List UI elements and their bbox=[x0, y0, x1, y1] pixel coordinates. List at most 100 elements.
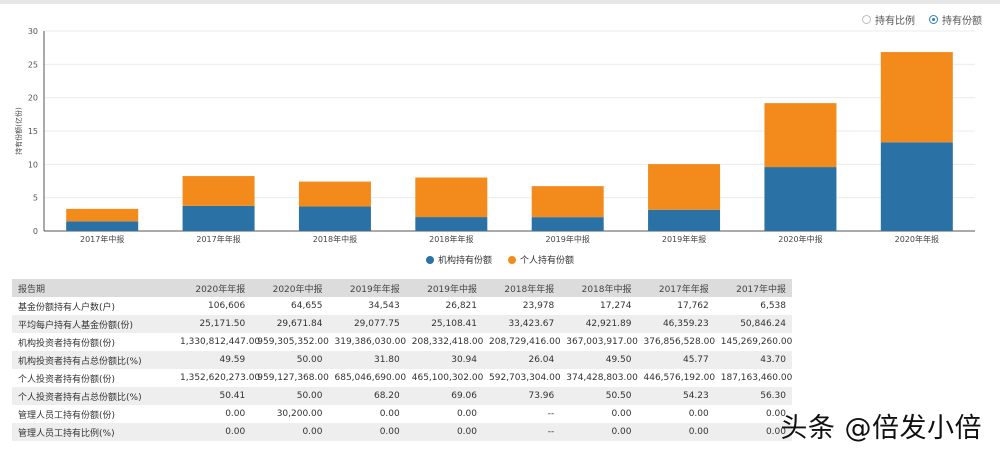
radio-holding-ratio[interactable]: 持有比例 bbox=[862, 12, 915, 27]
holder-structure-table: 报告期 2020年年报 2020年中报 2019年年报 2019年中报 2018年年报 20… bbox=[12, 279, 792, 441]
value-cell: 2019年年报 bbox=[328, 279, 406, 297]
top-border bbox=[0, 0, 1000, 4]
table-row: 管理人员工持有比例(%) 0.00 0.00 0.00 0.00 -- 0.00 0.00 0.… bbox=[12, 423, 792, 441]
value-cell: 0.00 bbox=[456, 409, 477, 419]
value-cell: 2018年中报 bbox=[560, 279, 638, 297]
value-cell: 42,921.89 bbox=[560, 315, 638, 333]
table-row: 管理人员工持有份额(份) 0.00 30,200.00 0.00 0.00 -- 0.00 0… bbox=[12, 405, 792, 423]
watermark: 头条 @倍发小倍 bbox=[780, 413, 982, 444]
bar-individual bbox=[880, 52, 953, 143]
holder-structure-table-wrap: 报告期 2020年年报 2020年中报 2019年年报 2019年中报 2018年年报 20… bbox=[12, 279, 792, 441]
value-cell: 29,077.75 bbox=[328, 315, 406, 333]
value-cell: 319,386,030.00 bbox=[334, 337, 407, 347]
legend-item-individual[interactable]: 个人持有份额 bbox=[508, 253, 574, 266]
row-label-cell: 机构投资者持有占总份额比(%) bbox=[12, 351, 174, 369]
value-cell: 17,762 bbox=[677, 301, 709, 311]
bar-institutional bbox=[531, 217, 604, 231]
value-cell: 0.00 bbox=[174, 423, 252, 441]
legend-dot-icon bbox=[425, 255, 434, 264]
bar-individual bbox=[764, 103, 837, 168]
y-tick-label: 15 bbox=[28, 127, 38, 136]
x-tick-label: 2020年年报 bbox=[895, 234, 939, 244]
value-cell: 25,171.50 bbox=[174, 315, 252, 333]
bar-individual bbox=[182, 176, 255, 206]
value-cell: 33,423.67 bbox=[483, 315, 561, 333]
value-cell: 0.00 bbox=[379, 409, 400, 419]
row-label-cell: 基金份额持有人户数(户) bbox=[18, 302, 116, 313]
value-cell: 6,538 bbox=[760, 301, 786, 311]
x-tick-label: 2019年中报 bbox=[546, 234, 590, 244]
value-cell: 50,846.24 bbox=[714, 315, 792, 333]
legend-label: 个人持有份额 bbox=[520, 256, 575, 266]
x-tick-label: 2020年中报 bbox=[778, 234, 822, 244]
row-label-cell: 管理人员工持有份额(份) bbox=[18, 410, 116, 421]
y-axis-label: 持有份额(亿份) bbox=[14, 107, 23, 155]
table-row: 机构投资者持有占总份额比(%) 49.59 50.00 31.80 30.94 26.04… bbox=[12, 351, 792, 369]
display-mode-toggle: 持有比例 持有份额 bbox=[862, 12, 982, 27]
value-cell: 2017年年报 bbox=[637, 279, 715, 297]
bar-institutional bbox=[764, 167, 837, 231]
value-cell: 0.00 bbox=[328, 423, 406, 441]
row-label-cell: 报告期 bbox=[12, 279, 174, 297]
value-cell: 46,359.23 bbox=[637, 315, 715, 333]
value-cell: 50.00 bbox=[251, 351, 329, 369]
y-tick-label: 25 bbox=[28, 60, 38, 69]
value-cell: 2020年中报 bbox=[251, 279, 329, 297]
value-cell: 208,729,416.00 bbox=[489, 337, 561, 347]
chart-legend: 机构持有份额 个人持有份额 bbox=[0, 253, 1000, 266]
value-cell: 376,856,528.00 bbox=[643, 337, 716, 347]
bar-individual bbox=[66, 208, 139, 222]
value-cell: 187,163,460.00 bbox=[720, 373, 793, 383]
value-cell: 959,127,368.00 bbox=[257, 373, 329, 383]
value-cell: 1,352,620,273.00 bbox=[180, 373, 261, 383]
bar-individual bbox=[648, 164, 721, 210]
radio-label: 持有份额 bbox=[942, 16, 982, 27]
value-cell: -- bbox=[547, 409, 555, 419]
value-cell: -- bbox=[483, 423, 561, 441]
value-cell: 685,046,690.00 bbox=[334, 373, 407, 383]
value-cell: 73.96 bbox=[483, 387, 561, 405]
radio-holding-shares[interactable]: 持有份额 bbox=[929, 12, 982, 27]
legend-item-institutional[interactable]: 机构持有份额 bbox=[425, 253, 492, 266]
value-cell: 446,576,192.00 bbox=[643, 373, 716, 383]
table-row: 个人投资者持有占总份额比(%) 50.41 50.00 68.20 69.06 73.96… bbox=[12, 387, 792, 405]
row-label-cell: 管理人员工持有比例(%) bbox=[12, 423, 174, 441]
bar-institutional bbox=[415, 217, 488, 231]
value-cell: 26.04 bbox=[483, 351, 561, 369]
value-cell: 54.23 bbox=[637, 387, 715, 405]
bar-institutional bbox=[182, 205, 255, 231]
value-cell: 34,543 bbox=[368, 301, 400, 311]
value-cell: 0.00 bbox=[765, 409, 786, 419]
value-cell: 26,821 bbox=[445, 301, 478, 311]
value-cell: 1,330,812,447.00 bbox=[180, 337, 261, 347]
value-cell: 0.00 bbox=[688, 409, 709, 419]
table-row: 平均每户持有人基金份额(份) 25,171.50 29,671.84 29,077.7… bbox=[12, 315, 792, 333]
table-header-row: 报告期 2020年年报 2020年中报 2019年年报 2019年中报 2018年年报 20… bbox=[12, 279, 792, 297]
bar-institutional bbox=[648, 209, 721, 231]
value-cell: 2017年中报 bbox=[714, 279, 792, 297]
legend-dot-icon bbox=[508, 255, 516, 264]
value-cell: 43.70 bbox=[714, 351, 792, 369]
value-cell: 145,269,260.00 bbox=[720, 337, 793, 347]
y-tick-label: 30 bbox=[28, 27, 38, 36]
bar-institutional bbox=[298, 206, 371, 231]
value-cell: 2020年年报 bbox=[174, 279, 252, 297]
value-cell: 106,606 bbox=[208, 301, 246, 311]
radio-dot-icon bbox=[862, 15, 871, 24]
value-cell: 0.00 bbox=[560, 423, 638, 441]
value-cell: 30.94 bbox=[405, 351, 483, 369]
x-tick-label: 2017年年报 bbox=[196, 234, 240, 244]
x-tick-label: 2017年中报 bbox=[80, 234, 124, 244]
value-cell: 208,332,418.00 bbox=[411, 337, 484, 347]
legend-label: 机构持有份额 bbox=[437, 256, 492, 266]
bar-individual bbox=[531, 186, 604, 218]
y-tick-label: 0 bbox=[33, 227, 38, 236]
value-cell: 64,655 bbox=[291, 301, 323, 311]
value-cell: 0.00 bbox=[225, 409, 246, 419]
value-cell: 50.50 bbox=[560, 387, 638, 405]
x-tick-label: 2019年年报 bbox=[662, 234, 706, 244]
row-label-cell: 机构投资者持有份额(份) bbox=[18, 338, 116, 349]
x-tick-label: 2018年中报 bbox=[313, 234, 357, 244]
value-cell: 29,671.84 bbox=[251, 315, 329, 333]
bar-individual bbox=[415, 177, 488, 218]
